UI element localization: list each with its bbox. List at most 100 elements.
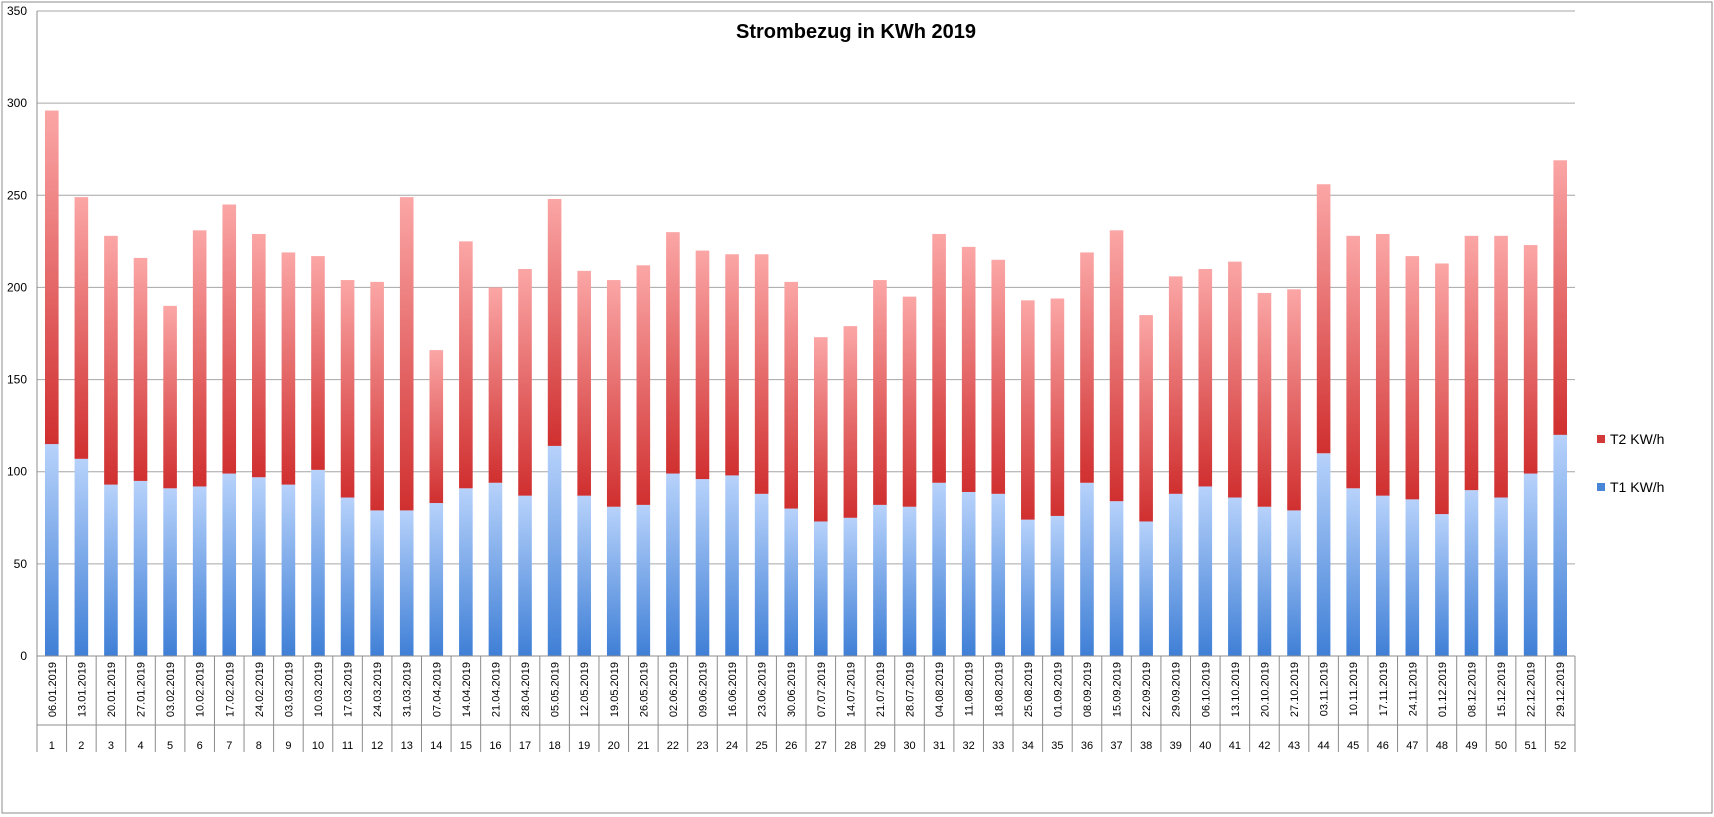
x-tick-label: 23.06.2019	[757, 662, 769, 717]
bar-t2	[1198, 269, 1213, 487]
x-tick-label: 07.07.2019	[816, 662, 828, 717]
week-label: 26	[785, 740, 797, 752]
week-label: 3	[108, 740, 114, 752]
bar-t1	[1316, 453, 1331, 656]
week-label: 10	[312, 740, 324, 752]
x-tick-label: 28.04.2019	[520, 662, 532, 717]
week-label: 51	[1525, 740, 1537, 752]
x-tick-label: 16.06.2019	[727, 662, 739, 717]
x-tick-label: 10.03.2019	[313, 662, 325, 717]
x-tick-label: 03.03.2019	[283, 662, 295, 717]
bar-t2	[459, 241, 473, 489]
x-tick-label: 09.06.2019	[697, 662, 709, 717]
bar-t1	[340, 497, 355, 656]
week-label: 11	[342, 740, 353, 752]
bar-t1	[784, 508, 799, 656]
bar-t1	[991, 493, 1006, 656]
x-tick-label: 06.10.2019	[1200, 662, 1212, 717]
bar-t1	[1109, 501, 1124, 656]
bar-t2	[902, 296, 917, 507]
week-label: 50	[1495, 740, 1507, 752]
bar-t2	[784, 281, 799, 509]
bar-t1	[370, 510, 384, 656]
week-label: 16	[489, 740, 501, 752]
week-label: 9	[285, 740, 291, 752]
bar-t2	[1228, 261, 1242, 498]
bar-t2	[1316, 184, 1331, 454]
x-tick-label: 21.07.2019	[875, 662, 887, 717]
week-label: 4	[137, 740, 143, 752]
x-tick-label: 03.11.2019	[1319, 662, 1331, 716]
bar-t2	[399, 197, 414, 511]
x-tick-label: 20.01.2019	[106, 662, 118, 717]
week-label: 52	[1554, 740, 1566, 752]
x-tick-label: 15.12.2019	[1496, 662, 1508, 717]
bar-t2	[1257, 292, 1272, 507]
x-tick-label: 17.02.2019	[224, 662, 236, 717]
bar-t2	[1375, 233, 1390, 496]
axes	[36, 11, 1576, 752]
bar-t1	[281, 484, 296, 656]
week-label: 2	[78, 740, 84, 752]
bar-t1	[518, 495, 532, 656]
bar-t2	[932, 233, 946, 483]
legend: T2 KW/h T1 KW/h	[1597, 431, 1664, 495]
x-tick-label: 31.03.2019	[402, 662, 414, 717]
week-label: 37	[1110, 740, 1122, 752]
week-label: 21	[637, 740, 649, 752]
y-tick-label: 350	[7, 4, 27, 18]
x-tick-label: 01.12.2019	[1437, 662, 1449, 717]
y-tick-label: 100	[7, 465, 27, 479]
bar-t1	[1287, 510, 1301, 656]
week-label: 42	[1258, 740, 1270, 752]
week-label: 34	[1022, 740, 1034, 752]
bar-t2	[636, 265, 651, 505]
week-label: 13	[401, 740, 413, 752]
y-axis-ticks: 0 50 100 150 200 250 300 350	[7, 4, 27, 663]
x-tick-label: 10.11.2019	[1348, 662, 1360, 716]
week-label: 17	[519, 740, 531, 752]
bar-t2	[961, 246, 976, 492]
week-label: 20	[608, 740, 620, 752]
bar-t2	[281, 252, 296, 485]
bar-t1	[133, 480, 148, 656]
x-tick-label: 14.04.2019	[461, 662, 473, 717]
week-label: 28	[844, 740, 856, 752]
week-label: 31	[933, 740, 945, 752]
x-tick-label: 22.12.2019	[1526, 662, 1538, 717]
bar-t1	[961, 491, 976, 656]
week-label: 47	[1406, 740, 1418, 752]
x-tick-label: 15.09.2019	[1112, 662, 1124, 717]
bar-t2	[754, 254, 769, 494]
bar-t1	[932, 482, 946, 656]
bar-t2	[1168, 276, 1183, 494]
x-tick-label: 05.05.2019	[550, 662, 562, 717]
x-tick-label: 12.05.2019	[579, 662, 591, 717]
bar-t2	[44, 110, 59, 445]
bar-t2	[1050, 298, 1065, 516]
x-tick-label: 24.02.2019	[254, 662, 266, 717]
bar-t2	[311, 256, 325, 470]
bar-t2	[1080, 252, 1094, 483]
bar-t1	[754, 493, 769, 656]
bar-t2	[1435, 263, 1449, 515]
x-tick-label: 10.02.2019	[195, 662, 207, 717]
legend-label: T2 KW/h	[1610, 431, 1664, 447]
week-label: 7	[226, 740, 232, 752]
y-tick-label: 250	[7, 188, 27, 202]
week-label: 38	[1140, 740, 1152, 752]
bar-t2	[725, 254, 739, 476]
bar-t2	[1553, 160, 1568, 435]
bar-t2	[813, 337, 828, 522]
bar-t1	[1405, 499, 1420, 656]
week-label: 25	[756, 740, 768, 752]
week-label: 29	[874, 740, 886, 752]
week-label: 15	[460, 740, 472, 752]
bar-t2	[429, 350, 444, 504]
bar-t1	[1553, 434, 1568, 656]
bar-t1	[488, 482, 503, 656]
bar-t2	[991, 259, 1006, 494]
x-tick-label: 02.06.2019	[668, 662, 680, 717]
bar-t2	[1405, 256, 1420, 500]
